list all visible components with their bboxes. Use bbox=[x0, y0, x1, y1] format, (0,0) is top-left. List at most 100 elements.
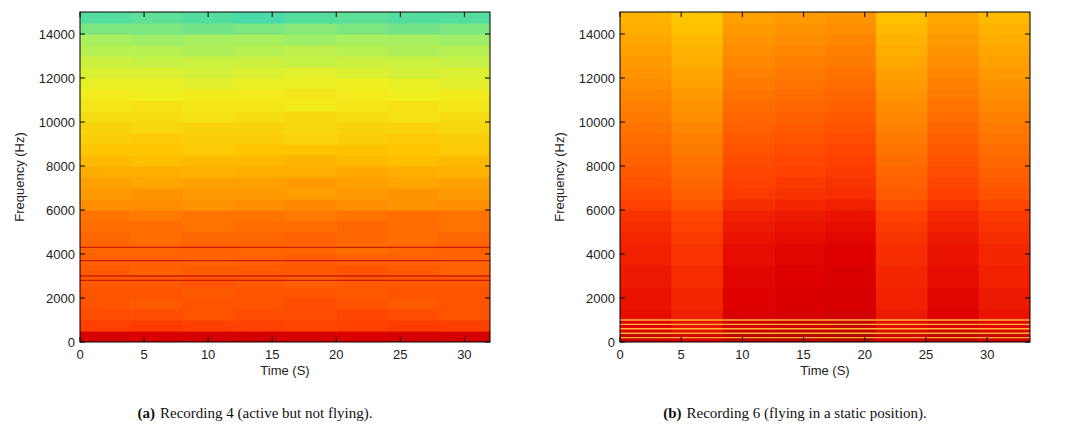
cell bbox=[234, 276, 286, 288]
cell bbox=[285, 265, 337, 277]
cell bbox=[826, 89, 877, 101]
panel: 0510152025300200040006000800010000120001… bbox=[552, 12, 1031, 422]
y-tick bbox=[80, 166, 85, 167]
cell bbox=[774, 166, 826, 178]
cell bbox=[774, 177, 826, 189]
cell bbox=[183, 12, 235, 24]
cell bbox=[388, 254, 440, 266]
cell bbox=[979, 155, 1030, 167]
caption-text: Recording 6 (flying in a static position… bbox=[686, 405, 926, 422]
x-tick bbox=[464, 337, 465, 342]
y-tick-right bbox=[485, 78, 490, 79]
cell bbox=[671, 243, 723, 255]
x-tick-top bbox=[144, 12, 145, 17]
cell bbox=[234, 320, 286, 332]
y-tick bbox=[80, 210, 85, 211]
cell bbox=[876, 67, 928, 79]
cell bbox=[183, 221, 235, 233]
cell bbox=[336, 177, 388, 189]
x-tick bbox=[208, 337, 209, 342]
cell bbox=[671, 199, 723, 211]
cell bbox=[285, 78, 337, 90]
cell bbox=[131, 67, 183, 79]
x-tick-label: 5 bbox=[140, 347, 147, 362]
cell bbox=[336, 12, 388, 24]
cell bbox=[826, 23, 877, 35]
cell bbox=[671, 232, 723, 244]
cell bbox=[80, 155, 132, 167]
cell bbox=[876, 298, 928, 310]
cell bbox=[671, 34, 723, 46]
cell bbox=[285, 199, 337, 211]
cell bbox=[183, 177, 235, 189]
cell bbox=[620, 122, 672, 134]
y-tick-label: 8000 bbox=[46, 159, 75, 174]
cell bbox=[183, 199, 235, 211]
cell bbox=[723, 166, 775, 178]
cell bbox=[927, 12, 979, 24]
cell bbox=[927, 254, 979, 266]
cell bbox=[723, 78, 775, 90]
cell bbox=[979, 89, 1030, 101]
y-tick bbox=[80, 342, 85, 343]
cell bbox=[723, 67, 775, 79]
cell bbox=[131, 111, 183, 123]
cell bbox=[388, 265, 440, 277]
cell bbox=[234, 199, 286, 211]
cell bbox=[774, 210, 826, 222]
cell bbox=[439, 331, 490, 342]
cell bbox=[826, 100, 877, 112]
cell bbox=[927, 232, 979, 244]
y-tick-label: 10000 bbox=[39, 115, 75, 130]
cell bbox=[285, 144, 337, 156]
cell bbox=[723, 276, 775, 288]
cell bbox=[774, 78, 826, 90]
cell bbox=[620, 188, 672, 200]
y-tick bbox=[80, 122, 85, 123]
cell bbox=[439, 78, 490, 90]
cell bbox=[388, 166, 440, 178]
cell bbox=[927, 122, 979, 134]
cell bbox=[183, 155, 235, 167]
cell bbox=[723, 100, 775, 112]
cell bbox=[927, 298, 979, 310]
cell bbox=[80, 232, 132, 244]
cell bbox=[80, 67, 132, 79]
tonal-line bbox=[620, 319, 1030, 320]
cell bbox=[876, 122, 928, 134]
cell bbox=[285, 155, 337, 167]
cell bbox=[826, 309, 877, 321]
cell bbox=[439, 210, 490, 222]
cell bbox=[979, 133, 1030, 145]
cell bbox=[336, 111, 388, 123]
cell bbox=[183, 232, 235, 244]
cell bbox=[774, 265, 826, 277]
cell bbox=[80, 309, 132, 321]
cell bbox=[336, 67, 388, 79]
cell bbox=[620, 265, 672, 277]
cell bbox=[723, 309, 775, 321]
cell bbox=[388, 221, 440, 233]
cell bbox=[774, 133, 826, 145]
cell bbox=[285, 133, 337, 145]
cell bbox=[927, 309, 979, 321]
cell bbox=[620, 155, 672, 167]
cell bbox=[620, 89, 672, 101]
y-tick-right bbox=[1025, 342, 1030, 343]
cell bbox=[234, 221, 286, 233]
cell bbox=[80, 133, 132, 145]
cell bbox=[620, 276, 672, 288]
cell bbox=[336, 34, 388, 46]
cell bbox=[671, 276, 723, 288]
cell bbox=[388, 331, 440, 342]
cell bbox=[439, 298, 490, 310]
cell bbox=[439, 12, 490, 24]
cell bbox=[131, 45, 183, 57]
cell bbox=[620, 78, 672, 90]
cell bbox=[80, 122, 132, 134]
x-axis-title: Time (S) bbox=[260, 363, 309, 378]
cell bbox=[671, 89, 723, 101]
x-tick-label: 5 bbox=[678, 347, 685, 362]
cell bbox=[388, 276, 440, 288]
cell bbox=[620, 243, 672, 255]
